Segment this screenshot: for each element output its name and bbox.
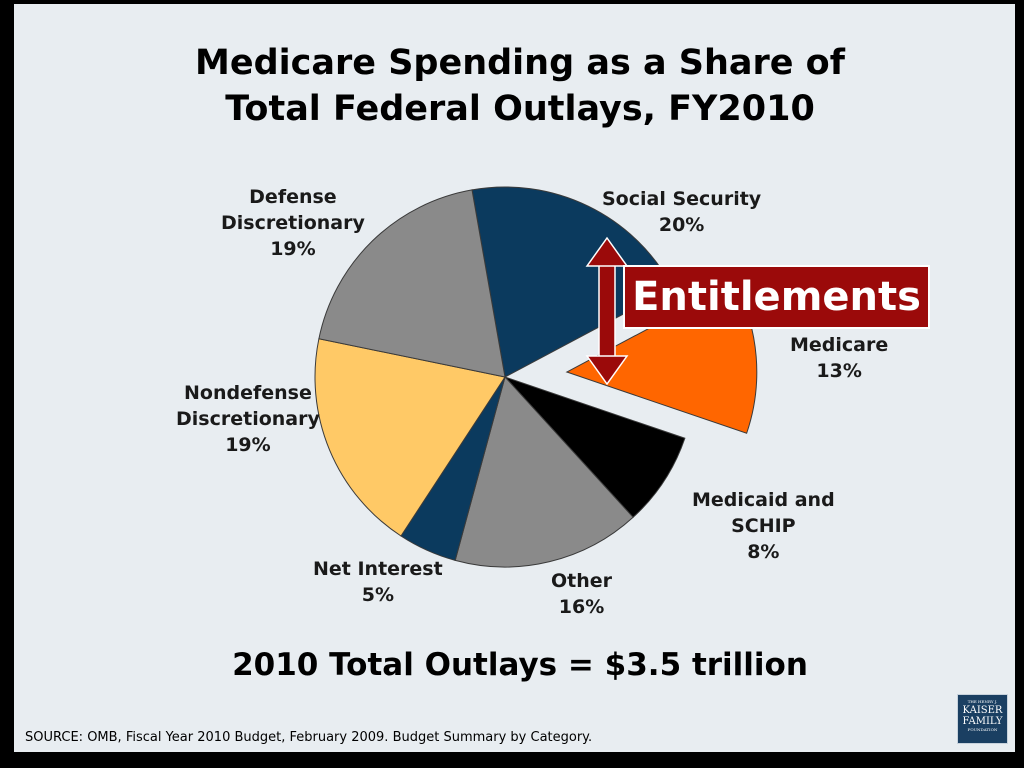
pie-slice-6 <box>318 189 506 378</box>
label-defense-discretionary: Defense Discretionary 19% <box>221 186 365 260</box>
arrow-shaft <box>598 261 616 359</box>
arrow-head-down <box>585 355 629 386</box>
chart-title: Medicare Spending as a Share of Total Fe… <box>0 40 1024 132</box>
label-nondefense-discretionary: Nondefense Discretionary 19% <box>176 382 320 456</box>
slide-background <box>14 4 1015 752</box>
total-outlays: 2010 Total Outlays = $3.5 trillion <box>232 647 808 683</box>
label-net-interest: Net Interest 5% <box>313 558 443 606</box>
label-social-security: Social Security 20% <box>602 188 762 236</box>
entitlements-arrow <box>585 236 629 386</box>
label-other: Other 16% <box>551 570 613 618</box>
arrow-head-up <box>585 236 629 267</box>
label-medicare: Medicare 13% <box>790 334 889 382</box>
entitlements-callout: Entitlements <box>623 265 930 329</box>
pie-slice-3 <box>454 375 634 568</box>
title-line-1: Medicare Spending as a Share of <box>195 43 845 83</box>
pie-slices <box>314 186 758 568</box>
pie-slice-2 <box>504 376 686 519</box>
source-note: SOURCE: OMB, Fiscal Year 2010 Budget, Fe… <box>25 730 593 745</box>
pie-slice-5 <box>314 338 506 537</box>
title-line-2: Total Federal Outlays, FY2010 <box>225 89 815 129</box>
kaiser-family-foundation-logo: THE HENRY J. KAISER FAMILY FOUNDATION <box>957 694 1008 744</box>
label-medicaid-schip: Medicaid and SCHIP 8% <box>692 489 835 563</box>
